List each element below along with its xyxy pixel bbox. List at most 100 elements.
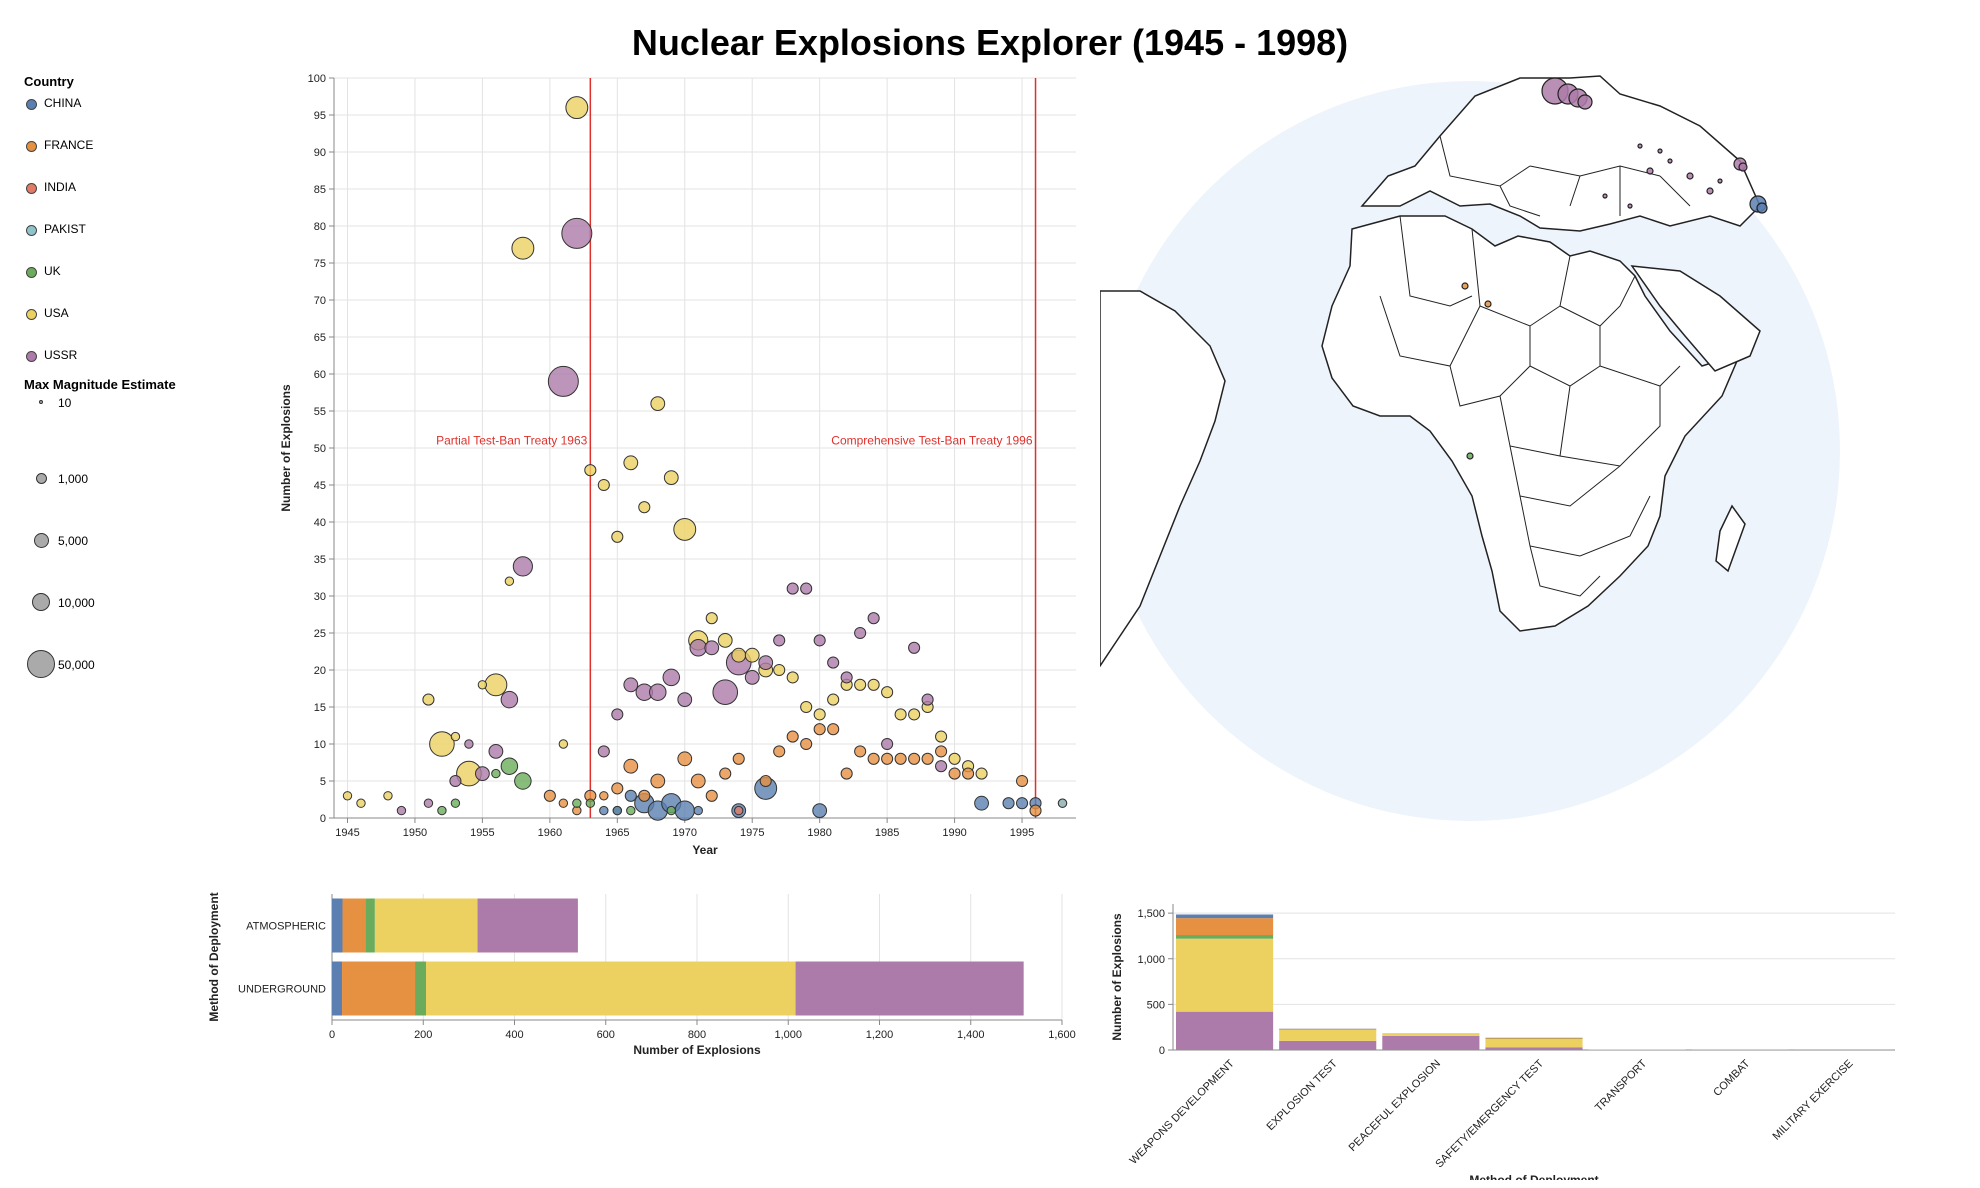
scatter-point[interactable]	[881, 737, 894, 751]
scatter-point[interactable]	[649, 683, 667, 701]
scatter-point[interactable]	[744, 647, 760, 663]
globe-map[interactable]	[1100, 66, 1860, 836]
scatter-point[interactable]	[827, 656, 840, 669]
scatter-point[interactable]	[612, 805, 623, 816]
scatter-point[interactable]	[475, 766, 490, 781]
scatter-point[interactable]	[689, 639, 708, 657]
test-site-marker[interactable]	[1466, 452, 1474, 460]
scatter-point[interactable]	[1015, 797, 1029, 810]
scatter-point[interactable]	[342, 791, 353, 801]
test-site-marker[interactable]	[1738, 162, 1748, 172]
bar-segment[interactable]	[332, 961, 343, 1016]
scatter-point[interactable]	[449, 774, 462, 788]
scatter-point[interactable]	[867, 612, 880, 625]
scatter-point[interactable]	[437, 805, 447, 816]
scatter-point[interactable]	[704, 640, 720, 656]
scatter-point[interactable]	[599, 805, 609, 816]
scatter-point[interactable]	[786, 730, 799, 743]
test-site-marker[interactable]	[1637, 143, 1643, 149]
bar-segment[interactable]	[1485, 1039, 1583, 1048]
scatter-point[interactable]	[514, 772, 532, 790]
bar-segment[interactable]	[1485, 1047, 1583, 1050]
scatter-point[interactable]	[935, 745, 948, 758]
scatter-point[interactable]	[812, 803, 828, 818]
scatter-point[interactable]	[429, 731, 455, 757]
scatter-point[interactable]	[827, 693, 840, 706]
scatter-point[interactable]	[611, 708, 624, 721]
scatter-point[interactable]	[854, 745, 867, 758]
scatter-point[interactable]	[677, 692, 693, 707]
scatter-point[interactable]	[693, 805, 703, 816]
scatter-point[interactable]	[705, 789, 718, 802]
scatter-point[interactable]	[464, 739, 474, 749]
bar-segment[interactable]	[415, 961, 426, 1016]
bar-segment[interactable]	[1382, 1033, 1480, 1036]
scatter-point[interactable]	[623, 758, 639, 774]
scatter-point[interactable]	[948, 767, 961, 780]
scatter-point[interactable]	[500, 757, 519, 775]
scatter-point[interactable]	[813, 708, 826, 721]
bar-segment[interactable]	[374, 898, 478, 953]
bar-segment[interactable]	[365, 898, 375, 953]
scatter-point[interactable]	[500, 690, 519, 709]
scatter-point[interactable]	[867, 752, 880, 765]
test-site-marker[interactable]	[1602, 193, 1608, 199]
scatter-point[interactable]	[854, 678, 867, 691]
scatter-point[interactable]	[840, 671, 853, 684]
scatter-point[interactable]	[800, 700, 813, 714]
scatter-point[interactable]	[813, 634, 826, 647]
scatter-point[interactable]	[908, 752, 921, 765]
scatter-point[interactable]	[717, 633, 733, 648]
scatter-point[interactable]	[673, 517, 697, 541]
scatter-point[interactable]	[663, 470, 679, 486]
scatter-point[interactable]	[565, 96, 589, 120]
legend-item-uk[interactable]: UK	[24, 257, 204, 299]
scatter-point[interactable]	[690, 773, 706, 789]
scatter-point[interactable]	[558, 798, 569, 808]
scatter-point[interactable]	[585, 798, 596, 808]
scatter-point[interactable]	[383, 791, 393, 801]
bar-segment[interactable]	[1176, 914, 1274, 919]
scatter-point[interactable]	[477, 680, 488, 690]
test-site-marker[interactable]	[1756, 202, 1768, 214]
scatter-point[interactable]	[840, 767, 853, 780]
deployment-bar-chart[interactable]: 0 200 400 600 800 1,000 1,200 1,400 1,600 ATMOSPH…	[200, 880, 1100, 1080]
scatter-point[interactable]	[626, 805, 636, 816]
scatter-point[interactable]	[491, 768, 501, 779]
scatter-point[interactable]	[921, 693, 934, 706]
scatter-point[interactable]	[975, 767, 988, 780]
test-site-marker[interactable]	[1657, 148, 1663, 154]
test-site-marker[interactable]	[1667, 158, 1673, 164]
scatter-point[interactable]	[677, 751, 693, 767]
scatter-point[interactable]	[773, 745, 786, 758]
bar-segment[interactable]	[1176, 935, 1274, 939]
scatter-point[interactable]	[423, 798, 434, 808]
scatter-point[interactable]	[623, 677, 639, 693]
bar-segment[interactable]	[1279, 1029, 1377, 1041]
scatter-point[interactable]	[813, 723, 826, 736]
scatter-point[interactable]	[597, 745, 610, 758]
bar-segment[interactable]	[1279, 1028, 1377, 1030]
scatter-point[interactable]	[881, 686, 894, 699]
scatter-point[interactable]	[786, 582, 799, 595]
scatter-point[interactable]	[624, 789, 637, 802]
scatter-point[interactable]	[623, 455, 639, 471]
bar-segment[interactable]	[1176, 1011, 1274, 1050]
scatter-point[interactable]	[484, 673, 508, 697]
scatter-point[interactable]	[962, 767, 975, 780]
scatter-point[interactable]	[543, 789, 556, 802]
scatter-point[interactable]	[504, 576, 515, 586]
scatter-point[interactable]	[759, 774, 772, 788]
scatter-point[interactable]	[881, 752, 894, 765]
scatter-point[interactable]	[599, 791, 609, 801]
bar-segment[interactable]	[1176, 918, 1274, 936]
legend-item-pakist[interactable]: PAKIST	[24, 215, 204, 257]
scatter-point[interactable]	[758, 655, 774, 670]
scatter-point[interactable]	[450, 731, 461, 742]
legend-item-usa[interactable]: USA	[24, 299, 204, 341]
bar-segment[interactable]	[477, 898, 578, 953]
bar-segment[interactable]	[1279, 1040, 1377, 1050]
scatter-point[interactable]	[800, 582, 813, 595]
scatter-point[interactable]	[744, 670, 760, 685]
scatter-point[interactable]	[450, 798, 461, 808]
